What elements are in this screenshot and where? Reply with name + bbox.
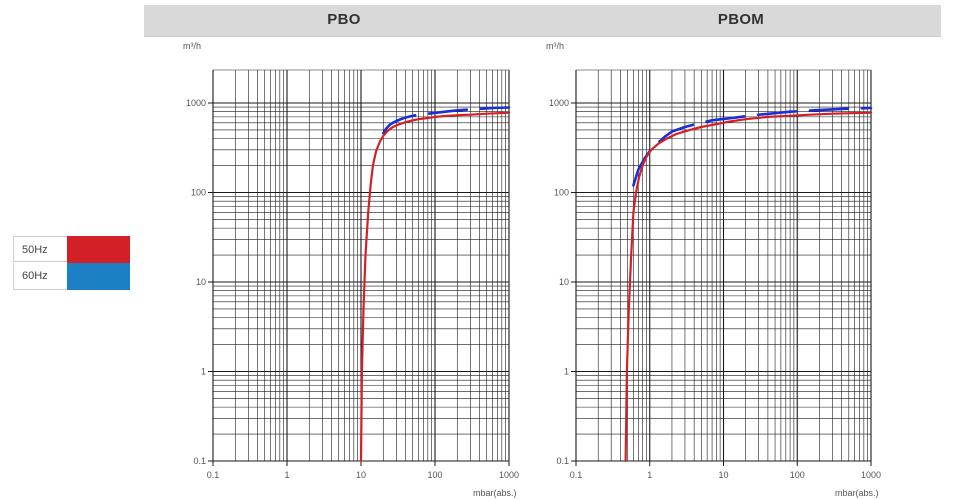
y-tick-label: 1000 — [186, 98, 206, 108]
legend-label-60hz: 60Hz — [13, 263, 67, 290]
chart-title-pbom: PBOM — [717, 11, 765, 28]
x-tick-label: 100 — [427, 470, 442, 480]
legend: 50Hz 60Hz — [13, 236, 130, 290]
x-tick-label: 0.1 — [570, 470, 583, 480]
series-line-50hz — [359, 111, 511, 463]
x-tick-label: 1000 — [499, 470, 519, 480]
series-line-60hz — [381, 106, 511, 135]
legend-item-60hz: 60Hz — [13, 263, 130, 290]
legend-swatch-50hz — [67, 236, 130, 263]
legend-label-50hz: 50Hz — [13, 236, 67, 262]
y-tick-label: 1000 — [549, 98, 569, 108]
y-tick-label: 100 — [191, 188, 206, 198]
chart-pbom: 0.1 1 10 100 1000 0.1 1 10 100 1000 m³/h mbar(abs.) — [546, 41, 881, 498]
y-axis-label: m³/h — [546, 41, 564, 51]
x-tick-label: 1 — [647, 470, 652, 480]
x-tick-label: 1 — [284, 470, 289, 480]
chart-header-bar — [144, 5, 941, 37]
legend-item-50hz: 50Hz — [13, 236, 130, 263]
legend-swatch-60hz — [67, 263, 130, 290]
series-line-50hz — [624, 111, 873, 463]
x-tick-label: 10 — [718, 470, 728, 480]
y-tick-label: 100 — [554, 188, 569, 198]
x-tick-label: 0.1 — [207, 470, 220, 480]
y-axis-label: m³/h — [183, 41, 201, 51]
x-tick-label: 1000 — [861, 470, 881, 480]
x-tick-label: 100 — [790, 470, 805, 480]
x-axis-label: mbar(abs.) — [835, 488, 879, 498]
y-tick-label: 0.1 — [556, 456, 569, 466]
y-tick-label: 10 — [196, 277, 206, 287]
chart-pbo: 0.1 1 10 100 1000 0.1 1 10 100 1000 m³/h mbar(abs.) — [183, 41, 519, 498]
y-tick-label: 1 — [201, 367, 206, 377]
y-tick-label: 1 — [564, 367, 569, 377]
chart-title-pbo: PBO — [327, 11, 361, 28]
y-tick-label: 0.1 — [193, 456, 206, 466]
x-axis-label: mbar(abs.) — [473, 488, 517, 498]
y-tick-label: 10 — [559, 277, 569, 287]
x-tick-label: 10 — [356, 470, 366, 480]
